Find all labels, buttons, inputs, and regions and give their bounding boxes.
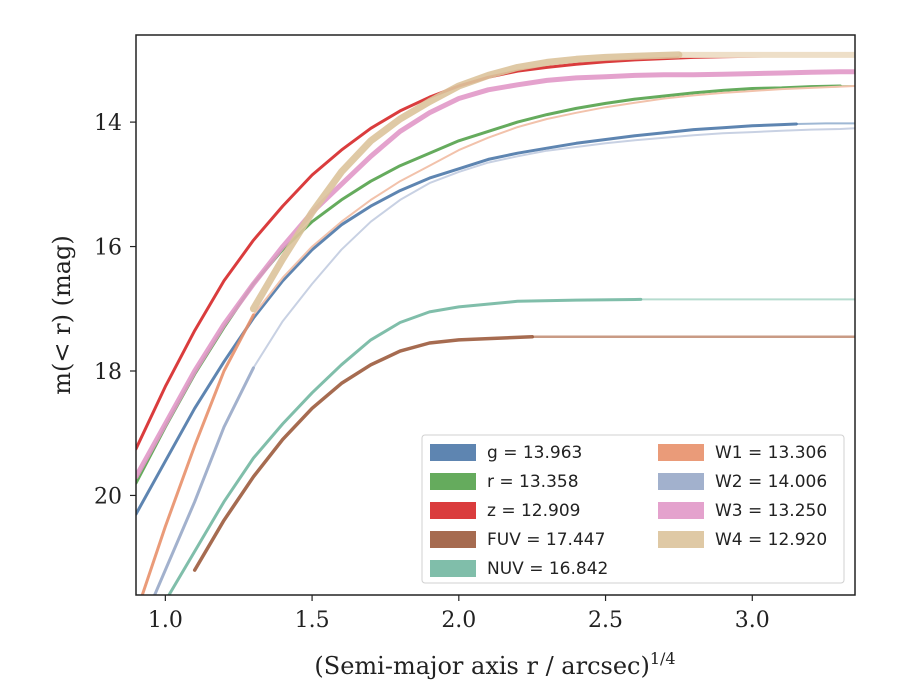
y-tick-label: 20 <box>94 484 122 509</box>
x-tick-label: 2.0 <box>441 608 476 633</box>
legend-label: FUV = 17.447 <box>487 530 605 550</box>
x-axis-title: (Semi-major axis r / arcsec)1/4 <box>314 649 675 680</box>
legend-label: NUV = 16.842 <box>487 559 608 579</box>
x-axis-title-superscript: 1/4 <box>650 649 676 668</box>
legend-swatch <box>430 473 476 490</box>
y-tick-label: 18 <box>94 360 122 385</box>
x-tick-label: 3.0 <box>735 608 770 633</box>
y-axis-title: m(< r) (mag) <box>48 235 76 394</box>
series-8-line <box>249 51 683 313</box>
series-7-line <box>136 69 855 480</box>
y-axis: 14 16 18 20 <box>94 111 136 509</box>
legend-swatch <box>658 531 704 548</box>
legend-swatch <box>658 444 704 461</box>
legend-swatch <box>658 473 704 490</box>
series-3-line <box>192 335 534 572</box>
x-axis-title-text: (Semi-major axis r / arcsec) <box>314 652 649 680</box>
legend-label: g = 13.963 <box>487 443 582 463</box>
series-4-line <box>167 297 643 595</box>
series-0-extension-line <box>796 122 855 125</box>
legend-swatch <box>430 560 476 577</box>
legend-label: W4 = 12.920 <box>715 530 827 550</box>
legend-label: r = 13.358 <box>487 472 579 492</box>
legend-swatch <box>430 444 476 461</box>
legend-label: W1 = 13.306 <box>715 443 827 463</box>
legend: g = 13.963 r = 13.358 z = 12.909 FUV = 17.4… <box>421 434 845 584</box>
legend-label: W2 = 14.006 <box>715 472 827 492</box>
legend-label: z = 12.909 <box>487 501 580 521</box>
legend-label: W3 = 13.250 <box>715 501 827 521</box>
legend-swatch <box>430 502 476 519</box>
series-1-line <box>136 84 842 485</box>
series-6-line <box>153 366 255 595</box>
plot-frame <box>135 34 856 596</box>
legend-swatch <box>430 531 476 548</box>
x-tick-label: 2.5 <box>588 608 623 633</box>
x-axis: 1.0 1.5 2.0 2.5 3.0 <box>148 595 770 633</box>
x-tick-label: 1.5 <box>295 608 330 633</box>
legend-box <box>421 434 845 584</box>
legend-swatch <box>658 502 704 519</box>
series-layer <box>136 51 855 595</box>
series-5-line <box>140 313 255 595</box>
series-6-extension-line <box>252 127 855 369</box>
y-tick-label: 16 <box>94 236 122 261</box>
series-5-extension-line <box>252 85 855 316</box>
y-tick-label: 14 <box>94 111 122 136</box>
x-tick-label: 1.0 <box>148 608 183 633</box>
